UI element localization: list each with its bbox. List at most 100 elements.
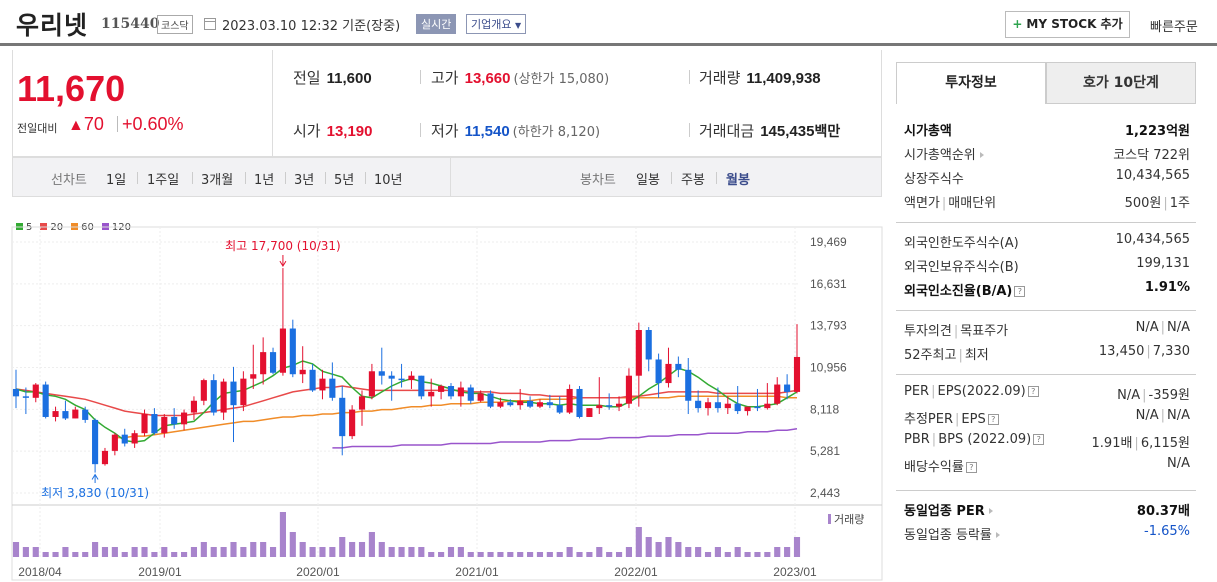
info-value-wrap: 10,434,565 <box>1116 232 1190 247</box>
candle-body <box>190 400 198 413</box>
info-key: 동일업종 PER <box>904 504 985 519</box>
info-key: 추정PER <box>904 412 954 427</box>
info-key: 배당수익률 <box>904 460 964 475</box>
candle-body <box>497 402 504 407</box>
tab-weekly-candle[interactable]: 주봉 <box>681 173 705 188</box>
candle-body <box>210 380 217 413</box>
y-tick-label: 5,281 <box>810 444 840 458</box>
tab-3month[interactable]: 3개월 <box>201 173 234 188</box>
divider <box>272 50 273 157</box>
company-info-label: 기업개요 <box>471 18 512 31</box>
volume-bar <box>615 552 623 557</box>
info-value-2: 1주 <box>1169 196 1190 211</box>
volume-bar <box>32 547 39 557</box>
info-row[interactable]: 동일업종 PER 80.37배 <box>904 500 1190 520</box>
help-icon[interactable]: ? <box>987 414 999 425</box>
divider: | <box>931 432 937 447</box>
candle-body <box>230 381 237 406</box>
help-icon[interactable]: ? <box>965 462 977 473</box>
info-value-wrap: 1.91배 | 6,115원 <box>1092 432 1190 451</box>
y-tick-label: 2,443 <box>810 486 840 500</box>
candle-body <box>408 375 415 381</box>
candle-body <box>428 391 435 397</box>
candle-body <box>349 409 356 437</box>
stock-header: 우리넷 115440 코스닥 2023.03.10 12:32 기준(장중) 실… <box>0 0 1217 46</box>
info-row[interactable]: 시가총액순위 코스닥 722위 <box>904 144 1190 164</box>
candle-body <box>200 380 207 401</box>
quote-label: 고가 <box>431 69 459 87</box>
info-value-2: N/A <box>1167 408 1190 423</box>
candle-body <box>101 450 109 465</box>
candle-body <box>388 375 395 379</box>
tab-3year[interactable]: 3년 <box>294 173 315 188</box>
tab-orderbook-10[interactable]: 호가 10단계 <box>1046 62 1196 104</box>
volume-bar <box>151 552 158 557</box>
quick-order-link[interactable]: 빠른주문 <box>1150 20 1198 35</box>
candle-body <box>793 356 801 392</box>
volume-bar <box>477 552 484 557</box>
candle-body <box>260 352 267 375</box>
candle-body <box>596 405 603 409</box>
volume-bar <box>507 552 514 557</box>
divider <box>689 70 690 84</box>
candle-body <box>467 387 474 401</box>
tab-monthly-candle[interactable]: 월봉 <box>726 173 750 188</box>
divider: | <box>1163 196 1168 211</box>
volume-bar <box>329 547 336 557</box>
tab-1day[interactable]: 1일 <box>106 173 127 188</box>
info-value: N/A <box>1117 388 1141 403</box>
info-key-wrap: 시가총액 <box>904 120 952 139</box>
y-tick-label: 19,469 <box>810 235 847 249</box>
quote-label: 전일 <box>293 69 321 87</box>
help-icon[interactable]: ? <box>1033 434 1045 445</box>
volume-bar <box>339 537 346 557</box>
volume-bar <box>596 547 603 557</box>
tab-1year[interactable]: 1년 <box>254 173 275 188</box>
volume-bar <box>358 542 366 557</box>
volume-bar <box>101 547 109 557</box>
candle-body <box>606 405 613 407</box>
candle-body <box>487 393 494 407</box>
info-value-wrap: 1.91% <box>1145 280 1190 295</box>
volume-bar <box>566 547 573 557</box>
volume-bar <box>279 512 286 557</box>
info-key-2: 최저 <box>964 348 989 363</box>
ma5-line <box>15 360 798 443</box>
help-icon[interactable]: ? <box>1014 286 1026 297</box>
add-my-stock-button[interactable]: + MY STOCK 추가 <box>1005 11 1130 38</box>
volume-label: 거래량 <box>834 513 864 526</box>
candle-body <box>527 400 534 407</box>
info-key-2: 목표주가 <box>960 324 1009 339</box>
company-code: 115440 <box>101 16 160 32</box>
candle-body <box>704 402 712 409</box>
tab-5year[interactable]: 5년 <box>334 173 355 188</box>
candle-body <box>536 402 544 407</box>
tab-invest-info[interactable]: 투자정보 <box>896 62 1046 104</box>
volume-legend-swatch <box>828 514 831 524</box>
tab-1week[interactable]: 1주일 <box>147 173 180 188</box>
candle-body <box>655 359 662 384</box>
volume-bar <box>546 552 553 557</box>
info-key: PBR <box>904 432 930 447</box>
divider <box>420 70 421 84</box>
info-key-wrap: PER | EPS(2022.09)? <box>904 384 1039 399</box>
realtime-button[interactable]: 실시간 <box>416 14 457 34</box>
company-info-dropdown[interactable]: 기업개요 ▼ <box>466 14 527 34</box>
datetime-text: 2023.03.10 12:32 <box>222 19 339 34</box>
help-icon[interactable]: ? <box>1027 386 1039 397</box>
candle-body <box>220 381 227 413</box>
volume-bar <box>556 552 563 557</box>
tab-daily-candle[interactable]: 일봉 <box>636 173 660 188</box>
divider <box>716 172 717 184</box>
tab-10year[interactable]: 10년 <box>374 173 403 188</box>
volume: 거래량 11,409,938 <box>699 67 821 88</box>
divider: | <box>955 412 960 427</box>
info-row: PER | EPS(2022.09)? N/A | -359원 <box>904 384 1190 404</box>
info-row[interactable]: 동일업종 등락률 -1.65% <box>904 524 1190 544</box>
volume-bar <box>309 547 316 557</box>
invest-tabs: 투자정보 호가 10단계 <box>896 62 1196 104</box>
volume-bar <box>536 552 544 557</box>
info-value: N/A <box>1135 408 1159 423</box>
volume-bar <box>586 552 593 557</box>
info-value: -1.65% <box>1144 524 1190 539</box>
